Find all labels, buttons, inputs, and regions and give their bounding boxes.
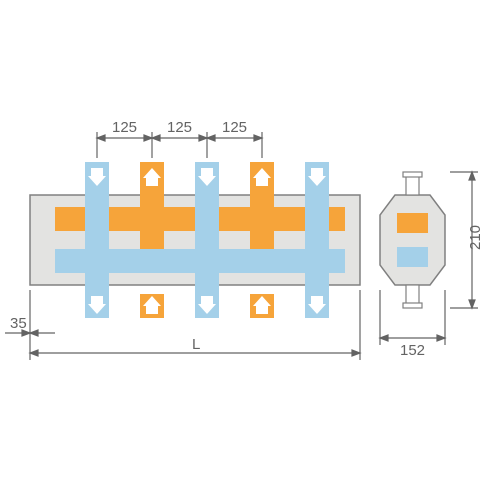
dim-152: 152 xyxy=(400,342,425,359)
dim-125-2: 125 xyxy=(167,119,192,136)
technical-diagram: 125 125 125 35 L 152 210 xyxy=(0,0,500,500)
dim-125-3: 125 xyxy=(222,119,247,136)
dim-125-1: 125 xyxy=(112,119,137,136)
cross-section xyxy=(380,172,445,308)
dim-35: 35 xyxy=(10,315,27,332)
dim-210: 210 xyxy=(467,225,484,250)
dim-L: L xyxy=(192,336,200,353)
